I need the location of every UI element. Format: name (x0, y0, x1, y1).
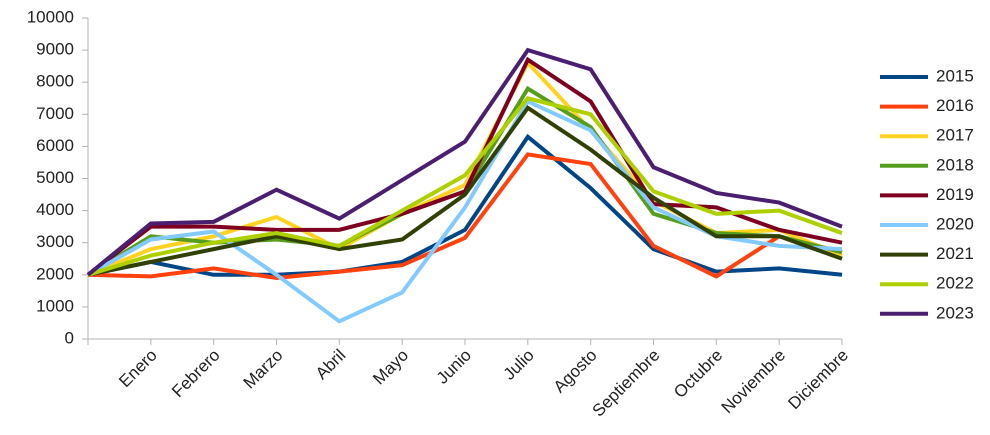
y-tick-label: 10000 (27, 7, 74, 26)
y-tick-label: 2000 (36, 264, 74, 283)
x-tick-label: Mayo (369, 346, 412, 389)
x-tick-label: Abril (312, 346, 349, 383)
x-tick-label: Diciembre (784, 346, 852, 414)
y-tick-label: 4000 (36, 200, 74, 219)
y-tick-label: 5000 (36, 168, 74, 187)
x-tick-label: Noviembre (718, 346, 790, 418)
series-line (87, 105, 843, 277)
series-line (87, 133, 843, 277)
x-tick-label: Septiembre (589, 346, 664, 421)
x-tick-label: Febrero (168, 346, 224, 402)
series-line (87, 152, 843, 281)
legend-label: 2015 (936, 66, 974, 85)
x-tick-label: Agosto (550, 346, 601, 397)
y-tick-label: 3000 (36, 232, 74, 251)
y-tick-label: 7000 (36, 104, 74, 123)
legend-label: 2022 (936, 274, 974, 293)
series-line (87, 95, 843, 277)
y-tick-label: 9000 (36, 40, 74, 59)
legend-label: 2017 (936, 126, 974, 145)
y-tick-label: 6000 (36, 136, 74, 155)
legend-label: 2020 (936, 214, 974, 233)
x-tick-label: Marzo (240, 346, 287, 393)
legend-label: 2021 (936, 244, 974, 263)
x-tick-label: Junio (433, 346, 475, 388)
legend-label: 2019 (936, 185, 974, 204)
x-tick-label: Enero (115, 346, 161, 392)
y-tick-label: 0 (65, 328, 74, 347)
legend-label: 2023 (936, 303, 974, 322)
legend-label: 2018 (936, 155, 974, 174)
x-tick-label: Octubre (670, 346, 726, 402)
x-tick-label: Julio (500, 346, 538, 384)
y-tick-label: 1000 (36, 296, 74, 315)
series-line (86, 47, 843, 277)
legend-label: 2016 (936, 96, 974, 115)
y-tick-label: 8000 (36, 72, 74, 91)
